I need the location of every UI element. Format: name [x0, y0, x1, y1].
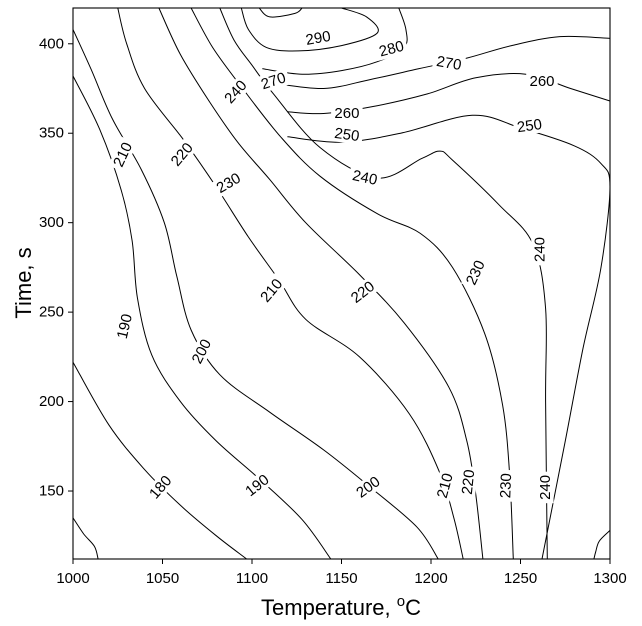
contour-label-190: 190: [114, 312, 136, 340]
x-tick-label-1050: 1050: [146, 570, 179, 587]
y-axis-title: Time, s: [11, 247, 36, 318]
contour-label-background: [432, 468, 458, 504]
contour-line-unlabeled-13: [72, 517, 99, 560]
contour-label-230: 230: [497, 473, 515, 499]
contour-label-background: [210, 167, 247, 199]
plot-area-frame: [72, 7, 611, 560]
contour-line-260: [287, 73, 611, 115]
contour-label-260: 260: [529, 73, 554, 90]
contour-label-background: [496, 469, 515, 502]
contour-label-250: 250: [516, 116, 543, 136]
contour-label-240: 240: [532, 237, 549, 262]
contour-label-270: 270: [435, 53, 463, 74]
contour-label-260: 260: [334, 105, 359, 122]
contour-label-group-260-0: 260: [526, 72, 558, 90]
contour-label-group-210-1: 210: [254, 272, 288, 308]
contour-lines: [72, 7, 611, 560]
contour-label-background: [218, 74, 253, 110]
contour-label-group-210-2: 210: [432, 468, 458, 504]
contour-line-250: [287, 114, 611, 560]
contour-label-background: [512, 115, 547, 137]
contour-label-background: [460, 254, 490, 291]
y-axis-ticks: 150 200 250 300 350 400: [39, 35, 73, 500]
contour-label-background: [254, 272, 288, 308]
contour-label-background: [347, 165, 383, 190]
contour-line-unlabeled-14: [593, 529, 611, 560]
contour-label-background: [255, 67, 291, 94]
contour-label-background: [531, 233, 549, 266]
contour-line-unlabeled-12: [258, 7, 303, 18]
contour-line-220: [158, 7, 484, 560]
contour-label-group-240-3: 240: [536, 471, 554, 504]
contour-label-background: [186, 333, 217, 370]
contour-label-background: [301, 26, 336, 50]
contour-label-group-230-1: 230: [460, 254, 490, 291]
y-tick-label-150: 150: [39, 483, 64, 500]
contour-line-290: [240, 7, 379, 52]
contour-label-background: [374, 36, 409, 61]
x-axis-ticks: 1000 1050 1100 1150 1200 1250 1300: [56, 559, 627, 587]
contour-label-290: 290: [304, 28, 332, 49]
contour-label-background: [239, 468, 275, 502]
contour-label-group-200-0: 200: [186, 333, 217, 370]
contour-label-240: 240: [351, 167, 379, 189]
contour-line-280: [262, 7, 408, 75]
y-tick-label-250: 250: [39, 304, 64, 321]
contour-label-group-230-2: 230: [496, 469, 515, 502]
contour-label-background: [108, 136, 137, 173]
contour-label-group-270-0: 270: [431, 51, 466, 75]
contour-label-background: [143, 469, 178, 505]
x-tick-label-1300: 1300: [593, 570, 626, 587]
y-tick-label-400: 400: [39, 35, 64, 52]
x-tick-label-1150: 1150: [325, 570, 357, 587]
x-axis-title: Temperature, oC: [261, 593, 421, 620]
contour-label-group-240-2: 240: [531, 233, 549, 266]
contour-label-210: 210: [434, 471, 457, 500]
contour-label-background: [350, 470, 386, 504]
x-tick-label-1100: 1100: [236, 570, 268, 587]
contour-label-group-180-0: 180: [143, 469, 178, 505]
contour-label-background: [431, 51, 466, 75]
contour-label-group-270-1: 270: [255, 67, 291, 94]
y-tick-label-350: 350: [39, 125, 64, 142]
contour-label-background: [331, 104, 363, 122]
contour-line-190: [72, 75, 332, 560]
contour-label-background: [112, 309, 137, 344]
x-tick-label-1250: 1250: [504, 570, 537, 587]
x-tick-label-1000: 1000: [56, 570, 89, 587]
contour-line-240: [219, 7, 548, 560]
contour-label-group-240-1: 240: [347, 165, 383, 190]
contour-label-background: [526, 72, 558, 90]
contour-line-180: [72, 361, 248, 560]
contour-label-group-290-0: 290: [301, 26, 336, 50]
contour-label-270: 270: [259, 69, 288, 93]
contour-label-250: 250: [333, 125, 360, 145]
contour-label-220: 220: [459, 469, 479, 496]
contour-label-group-220-2: 220: [457, 465, 479, 499]
contour-label-280: 280: [377, 38, 406, 61]
contour-label-group-230-0: 230: [210, 167, 247, 199]
y-tick-label-300: 300: [39, 214, 64, 231]
contour-labels: 1801901902002002102102102202202202302302…: [108, 26, 558, 505]
contour-label-group-240-0: 240: [218, 74, 253, 110]
contour-label-background: [165, 136, 199, 172]
contour-label-background: [457, 465, 479, 499]
contour-label-240: 240: [537, 475, 554, 500]
contour-label-group-260-1: 260: [331, 104, 363, 122]
contour-label-group-280-0: 280: [374, 36, 409, 61]
contour-label-group-250-1: 250: [330, 123, 364, 146]
contour-label-group-250-0: 250: [512, 115, 547, 137]
contour-label-background: [536, 471, 554, 504]
contour-label-background: [345, 275, 381, 309]
contour-label-group-220-1: 220: [345, 275, 381, 309]
x-tick-label-1200: 1200: [414, 570, 447, 587]
contour-label-group-190-1: 190: [239, 468, 275, 502]
y-tick-label-200: 200: [39, 393, 64, 410]
contour-label-background: [330, 123, 364, 146]
contour-label-group-190-0: 190: [112, 309, 137, 344]
